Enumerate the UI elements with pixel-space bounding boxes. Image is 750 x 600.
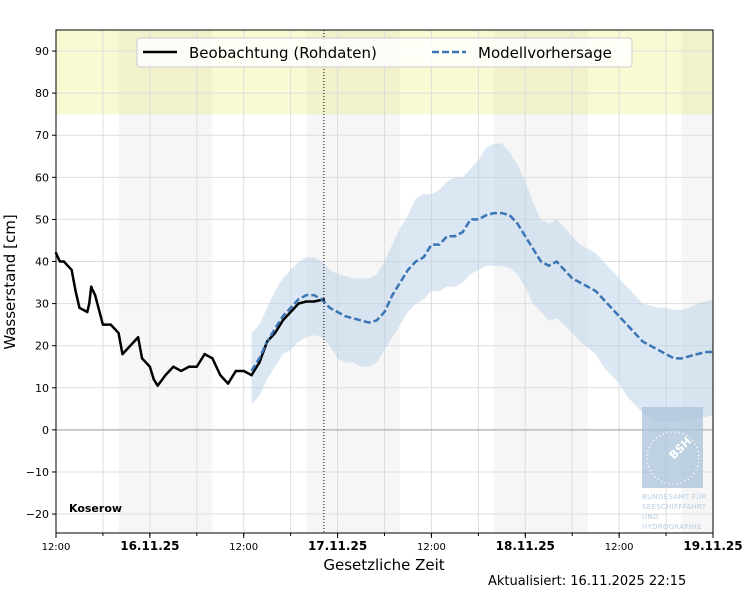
x-tick-label: 12:00 <box>229 542 258 553</box>
observation-point <box>305 300 308 303</box>
night-band <box>118 30 213 533</box>
y-tick-label: 0 <box>42 424 49 437</box>
station-label: Koserow <box>69 502 122 515</box>
bsh-logo-ring <box>646 431 700 485</box>
observation-point <box>70 268 73 272</box>
observation-point <box>58 260 62 263</box>
observation-point <box>89 285 93 288</box>
observation-point <box>140 357 144 360</box>
bsh-logo-caption: UND <box>642 513 659 521</box>
y-tick-label: −20 <box>26 508 49 521</box>
y-tick-label: 10 <box>35 382 49 395</box>
observation-point <box>133 340 136 343</box>
observation-point <box>203 352 206 356</box>
y-tick-label: 40 <box>35 256 49 269</box>
observation-point <box>312 300 316 303</box>
y-tick-label: 60 <box>35 171 49 184</box>
observation-point <box>322 298 326 301</box>
observation-point <box>211 357 214 360</box>
y-tick-label: 30 <box>35 298 49 311</box>
observation-point <box>195 365 198 368</box>
x-tick-label: 12:00 <box>42 542 71 553</box>
observation-point <box>109 323 112 326</box>
updated-timestamp: Aktualisiert: 16.11.2025 22:15 <box>488 574 686 589</box>
bsh-logo-caption: HYDROGRAPHIE <box>642 523 702 531</box>
observation-point <box>125 348 128 352</box>
observation-point <box>148 365 152 368</box>
observation-point <box>258 361 261 364</box>
y-tick-label: −10 <box>26 466 49 479</box>
bsh-logo-caption: SEESCHIFFFAHRT <box>642 503 707 511</box>
x-tick-label: 16.11.25 <box>120 539 179 553</box>
observation-point <box>172 365 175 368</box>
bsh-logo <box>642 407 703 488</box>
y-tick-label: 90 <box>35 45 49 58</box>
observation-point <box>289 310 292 314</box>
observation-point <box>62 260 66 263</box>
forecast-line <box>250 211 713 372</box>
observation-point <box>86 310 89 314</box>
observation-point <box>281 319 285 322</box>
observation-point <box>93 293 97 297</box>
forecast-uncertainty-band <box>251 143 714 422</box>
observation-point <box>88 302 91 305</box>
plot-frame <box>55 29 714 534</box>
x-tick-label: 17.11.25 <box>308 539 367 553</box>
x-tick-label: 19.11.25 <box>683 539 742 553</box>
legend: Beobachtung (Rohdaten) Modellvorhersage <box>136 37 633 68</box>
legend-forecast-label: Modellvorhersage <box>478 44 612 62</box>
observation-point <box>297 302 300 305</box>
observation-point <box>136 336 140 339</box>
y-tick-label: 80 <box>35 87 49 100</box>
observation-point <box>226 382 230 385</box>
y-tick-label: 50 <box>35 213 49 226</box>
observation-point <box>74 289 77 293</box>
y-tick-label: 20 <box>35 340 49 353</box>
observation-point <box>242 369 245 373</box>
x-tick-label: 18.11.25 <box>496 539 555 553</box>
observation-point <box>117 331 120 335</box>
observation-point <box>152 378 155 381</box>
observation-point <box>156 384 159 387</box>
bsh-logo-caption: BUNDESAMT FÜR <box>642 492 707 501</box>
observation-point <box>179 369 183 373</box>
observation-point <box>121 352 124 356</box>
x-axis-label: Gesetzliche Zeit <box>323 556 444 574</box>
x-tick-label: 12:00 <box>605 542 634 553</box>
observation-point <box>273 331 277 335</box>
observation-point <box>164 373 167 377</box>
observation-point <box>219 373 222 377</box>
y-axis-label: Wasserstand [cm] <box>1 214 19 349</box>
y-tick-label: 70 <box>35 129 49 142</box>
legend-observation-label: Beobachtung (Rohdaten) <box>189 44 377 62</box>
x-tick-label: 12:00 <box>417 542 446 553</box>
observation-point <box>234 369 238 373</box>
observation-point <box>187 365 191 368</box>
observation-point <box>265 340 269 343</box>
observation-point <box>250 373 253 377</box>
observation-point <box>78 306 81 310</box>
observation-point <box>101 323 105 326</box>
